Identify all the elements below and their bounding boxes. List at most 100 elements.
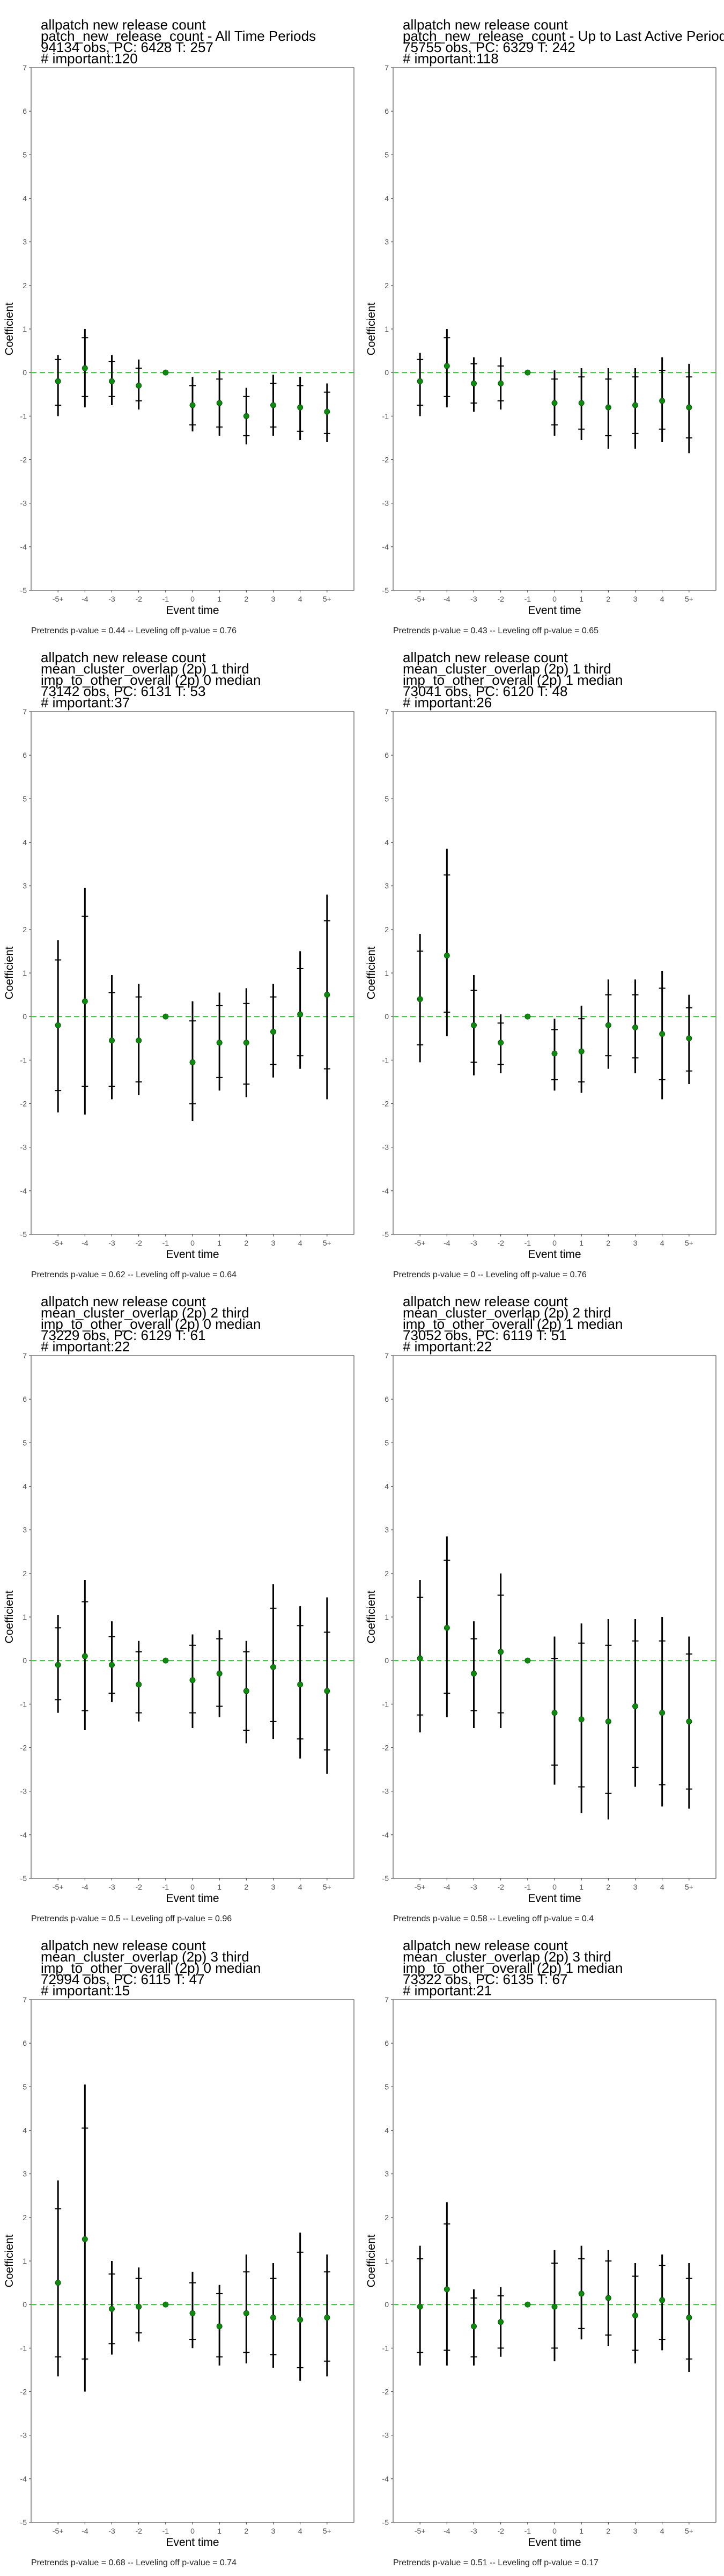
y-tick-label: -2: [382, 456, 389, 464]
point-estimate: [243, 1688, 249, 1694]
x-tick-label: -5+: [415, 1883, 426, 1891]
x-tick-label: 1: [579, 595, 583, 603]
y-tick-label: -3: [382, 2431, 389, 2440]
chart-title-line: # important:120: [41, 50, 138, 67]
point-estimate: [551, 1050, 558, 1057]
chart-panel-8: allpatch new release countmean_cluster_o…: [365, 1937, 716, 2567]
pvalue-footnote: Pretrends p-value = 0.43 -- Leveling off…: [393, 626, 599, 635]
chart-title-line: imp_to_other_overall (2p) 0 median: [41, 672, 261, 688]
x-tick-label: 4: [660, 595, 664, 603]
point-estimate: [55, 1662, 61, 1668]
y-tick-label: -2: [382, 2388, 389, 2396]
y-axis-label: Coefficient: [3, 1590, 16, 1643]
y-tick-label: -5: [20, 1230, 27, 1239]
chart-title-line: # important:15: [41, 1982, 130, 1999]
point-estimate: [270, 1029, 276, 1035]
x-axis-label: Event time: [528, 1248, 581, 1261]
x-tick-label: 4: [660, 1883, 664, 1891]
point-estimate: [243, 1040, 249, 1046]
x-tick-label: -1: [524, 1883, 531, 1891]
y-tick-label: 1: [385, 325, 389, 333]
pvalue-footnote: Pretrends p-value = 0 -- Leveling off p-…: [393, 1270, 587, 1279]
x-tick-label: 1: [217, 595, 221, 603]
y-tick-label: 7: [23, 1995, 27, 2004]
chart-title-line: imp_to_other_overall (2p) 0 median: [41, 1316, 261, 1332]
y-tick-label: -4: [382, 2475, 389, 2483]
y-tick-label: 4: [385, 1482, 389, 1491]
y-tick-label: -3: [20, 499, 27, 508]
plot-border: [31, 1999, 354, 2523]
x-tick-label: -3: [470, 1883, 477, 1891]
chart-title-line: allpatch new release count: [403, 17, 568, 33]
point-estimate: [524, 1013, 531, 1020]
y-tick-label: -4: [20, 1831, 27, 1839]
point-estimate: [162, 369, 169, 376]
x-tick-label: 0: [552, 595, 557, 603]
x-tick-label: -3: [108, 1883, 115, 1891]
x-tick-label: -5+: [53, 595, 64, 603]
point-estimate: [659, 1031, 666, 1037]
x-tick-label: 5+: [323, 1883, 331, 1891]
x-tick-label: 4: [660, 1239, 664, 1247]
y-tick-label: 5: [385, 2082, 389, 2091]
x-tick-label: 3: [633, 2527, 638, 2535]
x-tick-label: 5+: [323, 2527, 331, 2535]
y-tick-label: 2: [385, 1569, 389, 1578]
chart-title-line: 73041 obs, PC: 6120 T: 48: [403, 683, 567, 699]
point-estimate: [578, 1048, 585, 1055]
y-tick-label: 1: [23, 1613, 27, 1621]
point-estimate: [498, 1649, 504, 1655]
y-tick-label: 0: [385, 368, 389, 377]
point-estimate: [632, 2312, 638, 2318]
y-tick-label: 4: [385, 838, 389, 847]
y-tick-label: 1: [385, 1613, 389, 1621]
point-estimate: [55, 2280, 61, 2286]
chart-title-line: # important:37: [41, 694, 130, 711]
point-estimate: [189, 2310, 196, 2316]
point-estimate: [162, 2301, 169, 2308]
x-tick-label: 2: [606, 2527, 610, 2535]
point-estimate: [659, 2297, 666, 2303]
point-estimate: [136, 2303, 142, 2310]
x-tick-label: 4: [298, 1883, 302, 1891]
point-estimate: [605, 1022, 611, 1028]
x-tick-label: 2: [244, 1883, 248, 1891]
point-estimate: [270, 2315, 276, 2321]
y-tick-label: -1: [20, 2344, 27, 2352]
y-tick-label: 1: [23, 2257, 27, 2265]
point-estimate: [498, 1040, 504, 1046]
x-tick-label: 3: [271, 595, 276, 603]
y-tick-label: -1: [20, 412, 27, 420]
x-tick-label: -4: [444, 1883, 450, 1891]
x-tick-label: 4: [298, 595, 302, 603]
chart-title-line: patch_new_release_count - Up to Last Act…: [403, 28, 724, 44]
x-tick-label: 2: [244, 1239, 248, 1247]
y-tick-label: 1: [385, 2257, 389, 2265]
y-tick-label: 7: [23, 707, 27, 716]
point-estimate: [109, 1037, 115, 1044]
chart-title-line: imp_to_other_overall (2p) 1 median: [403, 672, 623, 688]
point-estimate: [551, 1710, 558, 1716]
x-tick-label: 0: [552, 1883, 557, 1891]
y-tick-label: 2: [23, 2213, 27, 2222]
y-tick-label: -1: [382, 1056, 389, 1064]
x-tick-label: -1: [524, 2527, 531, 2535]
y-tick-label: 0: [23, 1656, 27, 1665]
y-tick-label: 5: [385, 150, 389, 159]
y-tick-label: 2: [23, 281, 27, 290]
y-tick-label: -1: [20, 1700, 27, 1708]
point-estimate: [498, 380, 504, 386]
y-tick-label: 3: [385, 1526, 389, 1534]
chart-panel-5: allpatch new release countmean_cluster_o…: [3, 1293, 354, 1923]
point-estimate: [632, 402, 638, 408]
point-estimate: [189, 1677, 196, 1684]
y-tick-label: -5: [20, 2518, 27, 2527]
x-tick-label: -1: [162, 595, 169, 603]
y-tick-label: -2: [382, 1100, 389, 1108]
chart-title-line: # important:26: [403, 694, 492, 711]
x-tick-label: 5+: [323, 1239, 331, 1247]
x-tick-label: 0: [552, 2527, 557, 2535]
chart-title-line: mean_cluster_overlap (2p) 3 third: [403, 1949, 611, 1965]
y-tick-label: 5: [23, 794, 27, 803]
y-tick-label: -5: [382, 1230, 389, 1239]
